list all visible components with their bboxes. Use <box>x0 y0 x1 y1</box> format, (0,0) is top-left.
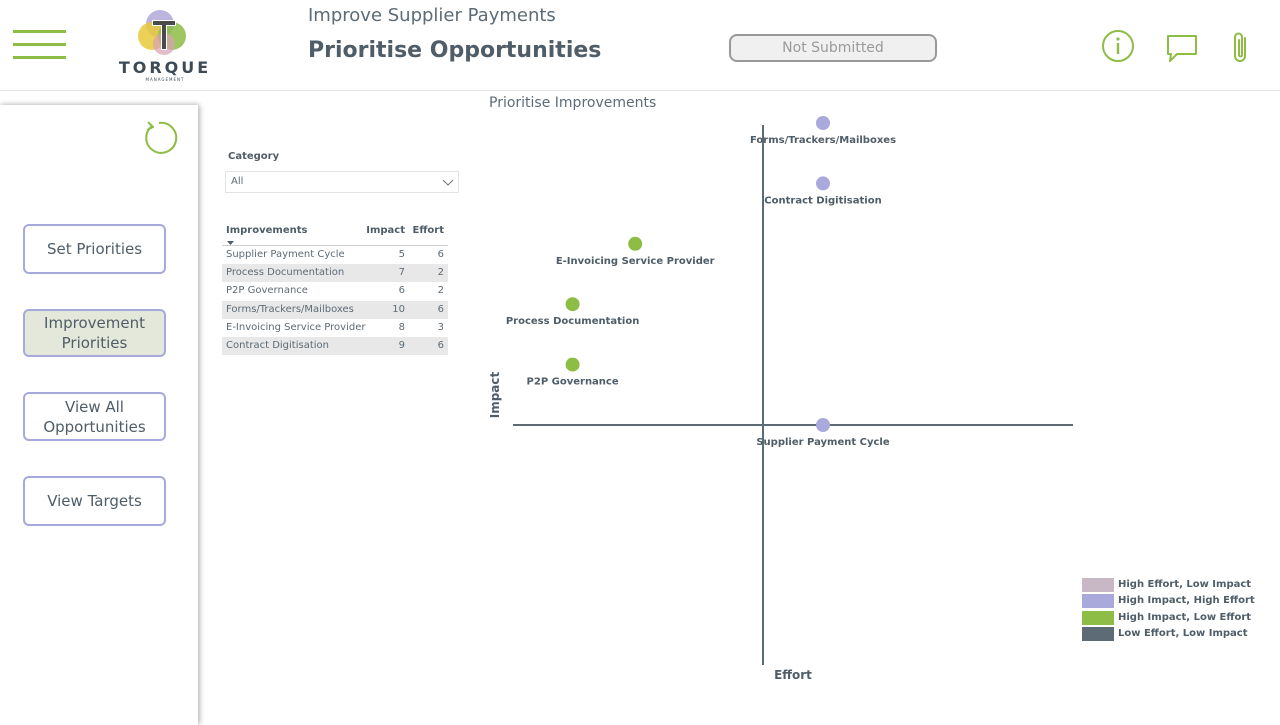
category-label: Category <box>228 151 280 162</box>
table-row[interactable]: Process Documentation 7 2 <box>222 264 448 283</box>
data-point-label: E-Invoicing Service Provider <box>556 256 715 267</box>
view-targets-button[interactable]: View Targets <box>23 476 166 526</box>
data-point[interactable] <box>816 116 830 130</box>
table-header: Improvements Impact Effort <box>222 224 448 246</box>
legend-swatch <box>1082 594 1114 609</box>
chart-title: Prioritise Improvements <box>489 95 657 111</box>
row-name: P2P Governance <box>226 285 308 297</box>
legend-label: Low Effort, Low Impact <box>1118 627 1248 639</box>
row-name: Forms/Trackers/Mailboxes <box>226 303 354 315</box>
row-impact: 8 <box>398 321 405 333</box>
data-point-label: Process Documentation <box>506 316 640 327</box>
chevron-down-icon <box>442 176 454 196</box>
data-point-label: P2P Governance <box>527 377 619 388</box>
category-select-value: All <box>231 176 244 187</box>
legend-swatch <box>1082 626 1114 641</box>
data-point-label: Supplier Payment Cycle <box>756 437 890 448</box>
legend-swatch <box>1082 578 1114 592</box>
table-row[interactable]: Forms/Trackers/Mailboxes 10 6 <box>222 300 448 319</box>
row-impact: 5 <box>398 249 405 260</box>
row-impact: 9 <box>398 339 405 351</box>
row-effort: 6 <box>437 339 444 351</box>
legend-label: High Impact, Low Effort <box>1118 611 1252 623</box>
legend-label: High Impact, High Effort <box>1118 595 1255 607</box>
data-point[interactable] <box>816 176 830 191</box>
data-point[interactable] <box>816 418 830 432</box>
row-impact: 10 <box>392 303 405 315</box>
header: TORQUE MANAGEMENT Improve Supplier Payme… <box>0 0 1280 91</box>
table-row[interactable]: Contract Digitisation 9 6 <box>222 336 448 356</box>
paperclip-icon[interactable] <box>1228 30 1254 70</box>
logo-subtext: MANAGEMENT <box>145 77 185 82</box>
improvement-priorities-button[interactable]: Improvement Priorities <box>23 309 166 357</box>
table-row[interactable]: P2P Governance 6 2 <box>222 282 448 300</box>
row-name: Process Documentation <box>226 267 345 279</box>
row-effort: 2 <box>437 285 444 297</box>
comment-icon[interactable] <box>1165 33 1199 67</box>
info-icon[interactable] <box>1101 29 1135 67</box>
row-name: Contract Digitisation <box>226 339 329 351</box>
data-point[interactable] <box>628 236 643 251</box>
row-effort: 3 <box>437 321 444 333</box>
legend-swatch <box>1082 610 1114 625</box>
page-title: Prioritise Opportunities <box>308 38 602 63</box>
table-row[interactable]: E-Invoicing Service Provider 8 3 <box>222 319 448 337</box>
row-impact: 6 <box>398 285 405 297</box>
priority-scatter-chart: Forms/Trackers/Mailboxes Contract Digitis… <box>488 116 1073 682</box>
sidebar: Set Priorities Improvement Priorities Vi… <box>0 105 198 725</box>
data-point-label: Forms/Trackers/Mailboxes <box>750 135 896 146</box>
y-axis-label: Impact <box>488 371 502 418</box>
logo-mark-icon <box>138 10 186 55</box>
menu-icon[interactable] <box>13 30 66 60</box>
row-effort: 6 <box>437 249 444 260</box>
category-select[interactable]: All <box>225 171 459 193</box>
row-impact: 7 <box>398 267 405 279</box>
view-all-opportunities-button[interactable]: View All Opportunities <box>23 392 166 441</box>
logo-text: TORQUE <box>118 58 212 77</box>
data-point[interactable] <box>565 297 580 312</box>
col-header-improvements[interactable]: Improvements <box>226 225 308 236</box>
row-name: E-Invoicing Service Provider <box>226 321 366 333</box>
page-subtitle: Improve Supplier Payments <box>308 5 556 26</box>
row-effort: 6 <box>437 303 444 315</box>
data-point-label: Contract Digitisation <box>764 195 881 206</box>
col-header-impact[interactable]: Impact <box>366 225 405 236</box>
x-axis-label: Effort <box>774 668 812 682</box>
col-header-effort[interactable]: Effort <box>412 225 444 236</box>
refresh-icon[interactable] <box>140 119 178 161</box>
data-point[interactable] <box>565 357 580 372</box>
set-priorities-button[interactable]: Set Priorities <box>23 224 166 274</box>
row-name: Supplier Payment Cycle <box>226 249 345 260</box>
row-effort: 2 <box>437 267 444 279</box>
logo: TORQUE MANAGEMENT <box>116 6 214 84</box>
status-badge: Not Submitted <box>729 34 937 62</box>
legend-label: High Effort, Low Impact <box>1118 579 1252 590</box>
improvements-table: Improvements Impact Effort Supplier Paym… <box>222 224 448 356</box>
sort-down-icon <box>227 237 234 248</box>
table-row[interactable]: Supplier Payment Cycle 5 6 <box>222 246 448 264</box>
